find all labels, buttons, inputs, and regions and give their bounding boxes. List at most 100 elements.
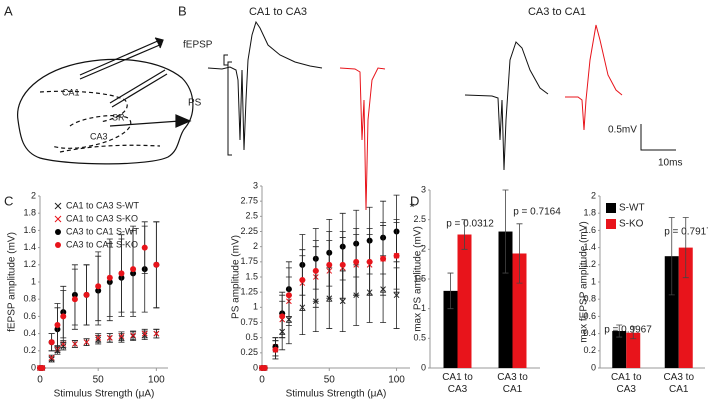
- legend-marker: [54, 202, 62, 210]
- point: [285, 292, 292, 299]
- scale-label: 0.5mV: [608, 125, 637, 136]
- point: [72, 341, 78, 347]
- y-tick-label: 0: [421, 362, 426, 372]
- y-tick-label: 1: [421, 303, 426, 313]
- y-tick-label: 2: [253, 241, 258, 251]
- y-tick-label: 1: [253, 302, 258, 312]
- annotation: *: [409, 199, 414, 214]
- y-tick-label: 1.2: [583, 259, 596, 269]
- point: [95, 335, 102, 341]
- point: [71, 296, 78, 303]
- point: [380, 255, 387, 262]
- point: [393, 292, 400, 299]
- x-tick-label: CA1 to CA3: [610, 372, 642, 395]
- legend-label: CA3 to CA1 S-KO: [66, 239, 138, 249]
- y-tick-label: 0.5: [245, 332, 258, 342]
- y-axis-label: max PS amplitude (mV): [413, 226, 424, 332]
- y-tick-label: 2.25: [240, 226, 258, 236]
- point: [279, 313, 286, 320]
- annotation: p = 0.0312: [446, 219, 494, 230]
- bar: [678, 247, 693, 368]
- y-tick-label: 1.4: [23, 242, 36, 252]
- point: [272, 346, 279, 353]
- x-tick-label: CA1 to CA3: [442, 372, 473, 395]
- error-bar: [682, 217, 689, 279]
- y-tick-label: 1.75: [240, 256, 258, 266]
- error-bar: [502, 189, 509, 274]
- bar: [626, 332, 641, 368]
- y-tick-label: 1.2: [23, 259, 36, 269]
- y-axis-label: fEPSP amplitude (mV): [7, 232, 18, 332]
- x-tick-label: 50: [324, 375, 336, 386]
- y-tick-label: 3: [253, 180, 258, 190]
- point: [106, 274, 113, 281]
- y-tick-label: 1.5: [413, 273, 426, 283]
- y-tick-label: 1.6: [23, 225, 36, 235]
- y-tick-label: 1.6: [583, 225, 596, 235]
- panel-label: B: [178, 3, 187, 18]
- legend-marker: [606, 219, 616, 229]
- bar: [443, 290, 458, 368]
- y-tick-label: 0.2: [23, 345, 36, 355]
- legend-label: CA1 to CA3 S-WT: [66, 200, 140, 210]
- annotation: p = 0.7164: [513, 207, 561, 218]
- y-tick-label: 0.4: [23, 328, 36, 338]
- y-tick-label: 2: [421, 244, 426, 254]
- x-tick-label: CA3 to CA1: [497, 372, 528, 395]
- point: [54, 322, 61, 328]
- y-tick-label: 0.5: [413, 333, 426, 343]
- bar: [512, 253, 527, 368]
- y-tick-label: 0.8: [583, 294, 596, 304]
- bar: [457, 234, 472, 368]
- y-tick-label: 1.4: [583, 242, 596, 252]
- panel-label: C: [4, 193, 13, 208]
- error-bar: [630, 326, 637, 340]
- y-tick-label: 2: [591, 190, 596, 200]
- point: [312, 267, 319, 274]
- y-tick-label: 1: [591, 276, 596, 286]
- point: [39, 365, 46, 371]
- y-tick-label: 0.8: [23, 294, 36, 304]
- x-tick-label: 0: [37, 375, 43, 386]
- point: [83, 291, 90, 298]
- x-tick-label: 100: [148, 375, 165, 386]
- point: [261, 365, 268, 371]
- y-axis-label: max fEPSP amplitude (mV): [579, 221, 590, 343]
- error-bar: [447, 272, 454, 310]
- region-label: CA3: [90, 131, 108, 141]
- trace-label: fEPSP: [183, 40, 213, 51]
- scale-label: 10ms: [658, 158, 682, 169]
- point: [60, 313, 67, 320]
- panel-label: A: [4, 3, 13, 18]
- legend-label: S-WT: [619, 203, 645, 214]
- y-tick-label: 0.4: [583, 328, 596, 338]
- legend-label: CA1 to CA3 S-KO: [66, 213, 138, 223]
- x-tick-label-box: CA1 to CA3: [610, 372, 642, 395]
- point: [393, 252, 400, 259]
- legend-marker: [55, 229, 61, 235]
- x-tick-label-box: CA1 to CA3: [442, 372, 473, 395]
- legend-label: S-KO: [619, 219, 644, 230]
- y-tick-label: 0.2: [583, 345, 596, 355]
- legend-marker: [606, 203, 616, 213]
- bar: [664, 256, 679, 368]
- x-axis-label: Stimulus Strength (μA): [54, 389, 155, 400]
- y-tick-label: 2.75: [240, 196, 258, 206]
- point: [118, 270, 125, 277]
- point: [326, 261, 333, 268]
- trace-title: CA1 to CA3: [249, 6, 307, 18]
- point: [48, 339, 55, 346]
- error-bar: [516, 223, 523, 284]
- trace-title: CA3 to CA1: [528, 6, 586, 18]
- point: [353, 258, 360, 265]
- x-tick-label-box: CA3 to CA1: [497, 372, 528, 395]
- point: [130, 266, 137, 273]
- y-tick-label: 1.5: [245, 271, 258, 281]
- point: [118, 333, 125, 340]
- region-label: SR: [112, 112, 125, 122]
- y-tick-label: 1: [31, 276, 36, 286]
- x-tick-label: 100: [388, 375, 405, 386]
- y-axis-label: PS amplitude (mV): [231, 235, 242, 319]
- point: [141, 244, 148, 251]
